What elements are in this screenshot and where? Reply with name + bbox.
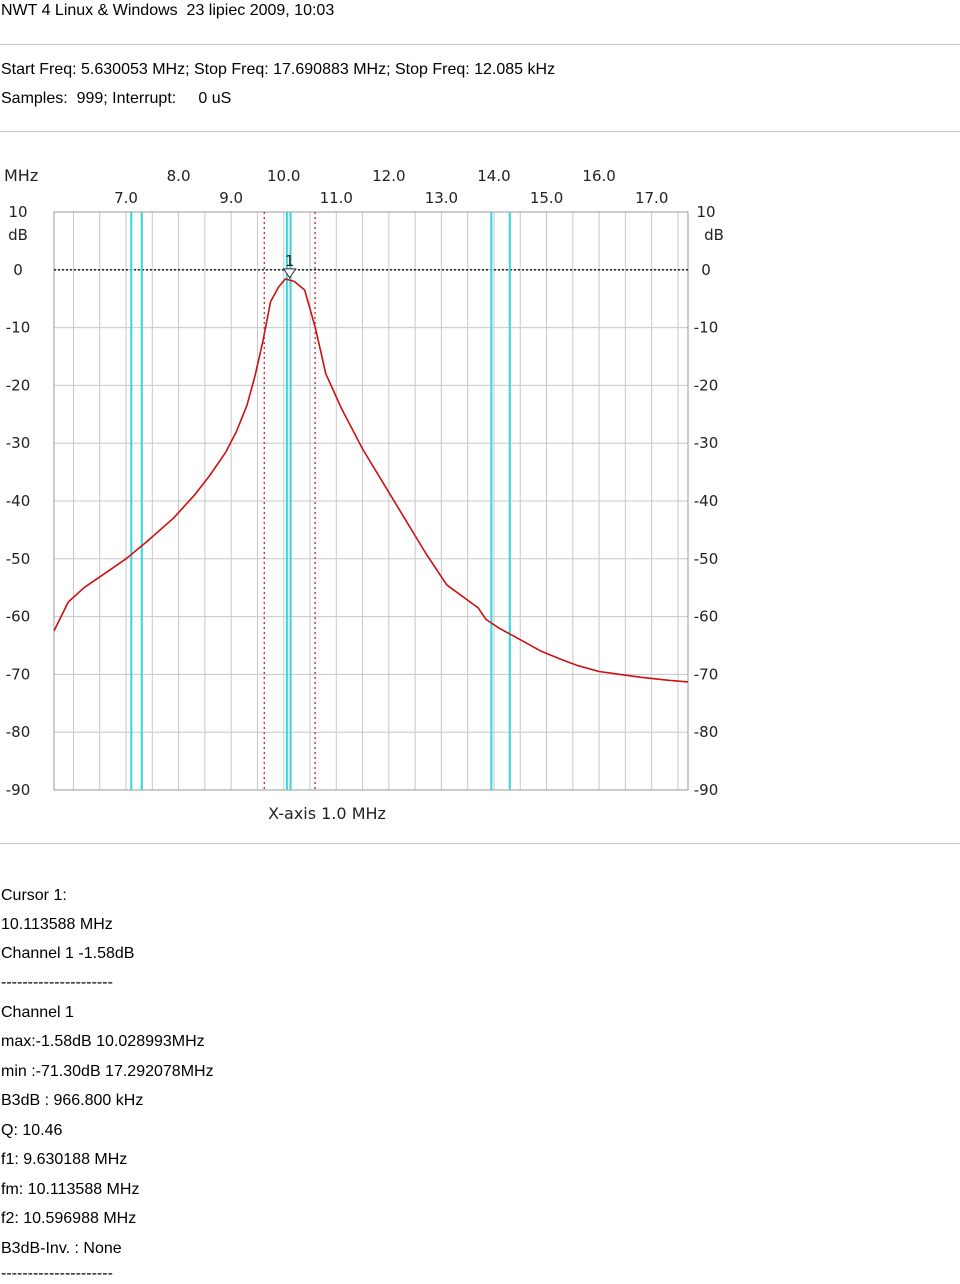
y-tick-label-right: -40: [694, 492, 719, 510]
x-tick-label: 9.0: [219, 189, 243, 207]
q-factor: Q: 10.46: [1, 1122, 63, 1139]
y-tick-label-right: -20: [694, 376, 719, 394]
x-tick-label: 7.0: [114, 189, 138, 207]
max-value: max:-1.58dB 10.028993MHz: [1, 1033, 205, 1050]
y-tick-label-left: -20: [6, 376, 31, 394]
cursor-level: Channel 1 -1.58dB: [1, 945, 135, 962]
bandwidth-3db: B3dB : 966.800 kHz: [1, 1092, 144, 1109]
y-tick-label-right: 0: [701, 261, 711, 279]
separator-bottom: [0, 843, 960, 844]
cursor-frequency: 10.113588 MHz: [1, 916, 113, 933]
axis-labels: 8.0 10.0 12.0 14.0 16.0 7.0 9.0 11.0 13.0 15.0 17.…: [6, 167, 724, 799]
chart-background: [0, 150, 960, 840]
y-tick-label-left: -30: [6, 434, 31, 452]
y-unit-label-left-db: dB: [8, 226, 28, 244]
x-tick-label: 10.0: [267, 167, 300, 185]
y-tick-label-right: 10: [696, 203, 715, 221]
y-unit-label-right-db: dB: [704, 226, 724, 244]
separator-mid: [0, 131, 960, 132]
y-tick-label-left: -60: [6, 608, 31, 626]
channel-label: Channel 1: [1, 1004, 74, 1021]
b3db-inverse: B3dB-Inv. : None: [1, 1240, 122, 1257]
y-tick-label-right: -70: [694, 665, 719, 683]
divider-line: ---------------------: [1, 974, 113, 991]
plot-frame: [53, 211, 689, 791]
x-tick-label: 14.0: [477, 167, 510, 185]
frequency-response-chart: 1 8.0 10.0 12.0 14.0 16.0 7.0 9.0 11.0 13.0 15.0 1…: [0, 150, 960, 840]
marker-lines: [130, 212, 511, 790]
x-tick-label: 17.0: [635, 189, 668, 207]
y-unit-label-left: MHz: [4, 166, 38, 185]
y-tick-label-left: -90: [6, 781, 31, 799]
x-tick-label: 13.0: [425, 189, 458, 207]
separator-top: [0, 44, 960, 45]
x-tick-label: 15.0: [530, 189, 563, 207]
samples-info: Samples: 999; Interrupt: 0 uS: [1, 90, 232, 107]
y-tick-label-left: -40: [6, 492, 31, 510]
trace-layer: 1: [53, 252, 689, 683]
y-tick-label-left: -50: [6, 550, 31, 568]
cursor-label: 1: [285, 252, 295, 270]
cursor-title: Cursor 1:: [1, 887, 67, 904]
grid: [53, 211, 689, 791]
y-tick-label-left: 0: [13, 261, 23, 279]
y-tick-label-right: -30: [694, 434, 719, 452]
x-tick-label: 16.0: [582, 167, 615, 185]
cursor-marker: [282, 268, 297, 279]
min-value: min :-71.30dB 17.292078MHz: [1, 1063, 214, 1080]
y-tick-label-right: -10: [694, 319, 719, 337]
x-axis-label: X-axis 1.0 MHz: [268, 804, 386, 823]
f2-value: f2: 10.596988 MHz: [1, 1210, 137, 1227]
divider-line-bottom: ---------------------: [1, 1265, 113, 1282]
fm-value: fm: 10.113588 MHz: [1, 1181, 140, 1198]
y-tick-label-right: -50: [694, 550, 719, 568]
header-title: NWT 4 Linux & Windows 23 lipiec 2009, 10…: [1, 2, 335, 19]
y-tick-label-left: -80: [6, 723, 31, 741]
y-tick-label-right: -60: [694, 608, 719, 626]
frequency-info: Start Freq: 5.630053 MHz; Stop Freq: 17.…: [1, 61, 556, 78]
y-tick-label-left: -10: [6, 319, 31, 337]
x-tick-label: 11.0: [320, 189, 353, 207]
y-tick-label-right: -90: [694, 781, 719, 799]
x-tick-label: 8.0: [167, 167, 191, 185]
f1-value: f1: 9.630188 MHz: [1, 1151, 128, 1168]
y-tick-label-left: -70: [6, 665, 31, 683]
y-tick-label-left: 10: [8, 203, 27, 221]
y-tick-label-right: -80: [694, 723, 719, 741]
response-trace: [53, 278, 689, 683]
x-tick-label: 12.0: [372, 167, 405, 185]
